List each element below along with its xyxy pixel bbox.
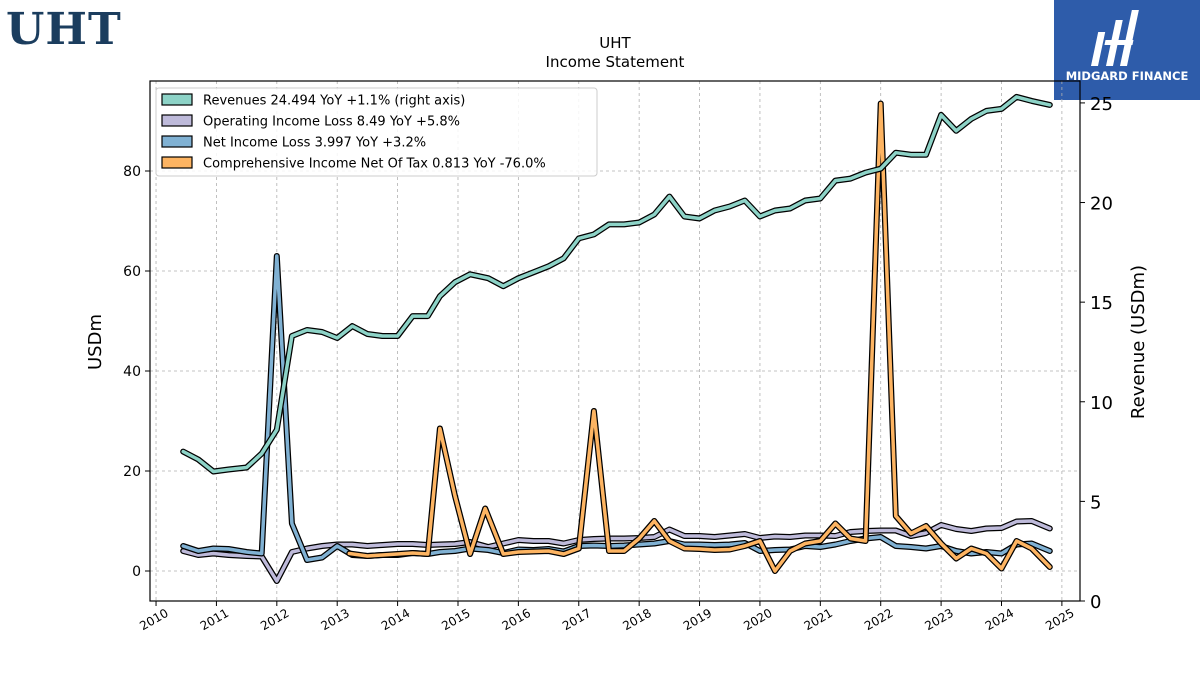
y-axis-label: USDm [85,314,106,370]
legend-swatch-operating [161,114,193,127]
x-tick-label: 2014 [379,606,412,633]
brand-name: MIDGARD FINANCE [1065,69,1189,83]
brand-logo-box: MIDGARD FINANCE [1054,0,1200,100]
y-tick-label: 0 [132,564,141,580]
y2-tick-label: 25 [1090,94,1113,115]
x-tick-label: 2013 [318,606,351,633]
legend-box [155,87,598,177]
legend-entry-operating: Operating Income Loss 8.49 YoY +5.8% [203,115,460,130]
plot-frame [149,80,1081,602]
legend-entry-comprehensive: Comprehensive Income Net Of Tax 0.813 Yo… [203,157,546,172]
axes: 2010 2011 2012 2013 2014 2015 2016 2017 2018 2019… [123,94,1113,633]
series-layer [180,93,1053,584]
x-tick-label: 2010 [137,606,170,633]
legend: Revenues 24.494 YoY +1.1% (right axis) Op… [155,87,598,177]
y2-tick-label: 5 [1090,492,1101,513]
x-tick-label: 2024 [983,606,1016,633]
y-tick-label: 40 [123,364,141,380]
series-line-comprehensive [347,101,1052,573]
x-tick-label: 2016 [500,606,533,633]
chart-subtitle: Income Statement [546,53,685,71]
y2-tick-label: 10 [1090,393,1113,414]
legend-swatch-revenues [161,93,193,106]
series-line-revenues [181,95,1052,474]
x-tick-label: 2012 [258,606,291,633]
series-line-operating [181,519,1052,583]
y-tick-label: 60 [123,264,141,280]
x-tick-label: 2022 [862,606,895,633]
x-tick-label: 2021 [802,606,835,633]
x-tick-label: 2025 [1043,606,1076,633]
legend-entry-net: Net Income Loss 3.997 YoY +3.2% [203,136,426,151]
x-tick-label: 2015 [439,606,472,633]
chart-title: UHT [599,34,631,52]
x-tick-label: 2023 [922,606,955,633]
legend-entry-revenues: Revenues 24.494 YoY +1.1% (right axis) [203,94,465,109]
ticker-logo: UHT [6,4,122,55]
x-tick-label: 2011 [198,606,231,633]
x-tick-label: 2018 [620,606,653,633]
x-tick-label: 2017 [560,606,593,633]
y-tick-label: 20 [123,464,141,480]
series-outline-net [180,253,1053,563]
y2-tick-label: 20 [1090,194,1113,215]
y2-tick-label: 15 [1090,293,1113,314]
y-tick-label: 80 [123,164,141,180]
brand-mark-icon [1090,10,1139,66]
series-line-net [181,254,1052,562]
x-tick-label: 2020 [741,606,774,633]
y2-axis-label: Revenue (USDm) [1128,265,1149,419]
y2-tick-label: 0 [1090,592,1101,613]
x-tick-label: 2019 [681,606,714,633]
legend-swatch-comprehensive [161,156,193,169]
legend-swatch-net [161,135,193,148]
